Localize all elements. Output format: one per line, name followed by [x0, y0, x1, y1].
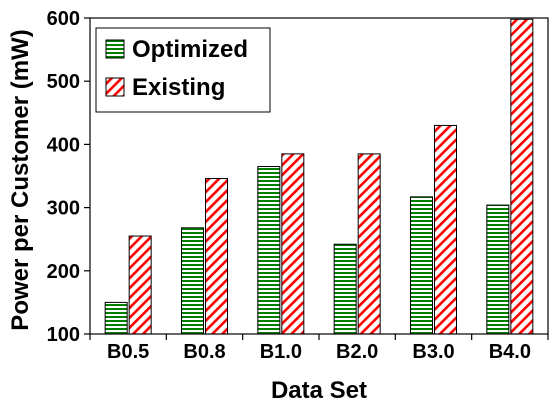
x-tick-label: B1.0	[260, 341, 302, 363]
x-tick-label: B2.0	[336, 341, 378, 363]
bar-optimized-b3-0	[410, 196, 433, 335]
y-tick-label: 500	[47, 71, 80, 93]
bar-existing-b4-0	[510, 18, 534, 335]
bar-optimized-b0-8	[181, 227, 204, 335]
legend-label-existing: Existing	[132, 74, 225, 101]
bar-optimized-b4-0	[486, 204, 510, 335]
y-tick-label: 600	[47, 8, 80, 30]
y-axis-title: Power per Customer (mW)	[7, 29, 34, 330]
y-tick-label: 300	[47, 198, 80, 220]
bar-optimized-b0-5	[104, 301, 128, 335]
bar-existing-b0-8	[205, 178, 228, 335]
bar-existing-b3-0	[434, 124, 457, 335]
bar-existing-b2-0	[357, 153, 381, 335]
legend-swatch-existing	[105, 77, 125, 97]
bar-optimized-b2-0	[333, 243, 357, 335]
x-axis-title: Data Set	[271, 377, 367, 404]
legend-label-optimized: Optimized	[132, 36, 248, 63]
legend: Optimized Existing	[95, 27, 271, 113]
bar-optimized-b1-0	[257, 166, 281, 335]
bars-layer	[104, 18, 534, 335]
x-axis: B0.5 B0.8 B1.0 B2.0 B3.0 B4.0	[89, 334, 549, 363]
y-axis: 100 200 300 400 500 600	[47, 8, 90, 346]
bar-existing-b1-0	[281, 153, 305, 335]
x-tick-label: B3.0	[412, 341, 454, 363]
y-tick-label: 400	[47, 134, 80, 156]
y-tick-label: 200	[47, 261, 80, 283]
x-tick-label: B4.0	[489, 341, 531, 363]
bar-existing-b0-5	[128, 235, 152, 335]
y-tick-label: 100	[47, 324, 80, 346]
x-tick-label: B0.8	[183, 341, 225, 363]
legend-swatch-optimized	[105, 39, 125, 59]
legend-box	[95, 27, 271, 113]
x-tick-label: B0.5	[107, 341, 149, 363]
